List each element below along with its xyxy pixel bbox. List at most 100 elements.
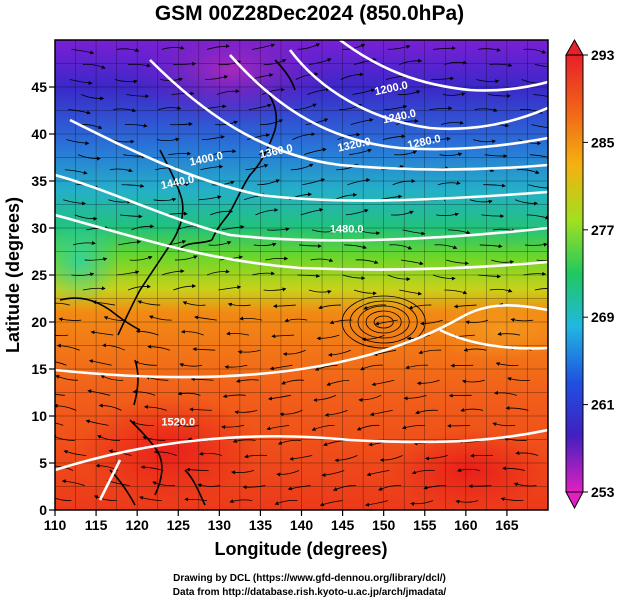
wind-streamline — [185, 467, 209, 472]
wind-streamline — [148, 315, 172, 321]
wind-streamline — [124, 123, 148, 128]
wind-streamline — [257, 179, 280, 186]
wind-streamline — [397, 90, 421, 96]
wind-streamline — [237, 349, 261, 355]
wind-streamline — [529, 154, 548, 158]
y-axis-ticks: 0 5 10 15 20 25 30 35 40 45 — [31, 79, 55, 518]
wind-streamline — [119, 214, 143, 219]
wind-streamline — [55, 422, 64, 426]
colorbar-bottom-arrow — [565, 491, 584, 510]
wind-streamline — [526, 214, 548, 220]
wind-streamline — [300, 207, 324, 216]
wind-streamline — [305, 118, 329, 125]
x-tick-label: 135 — [249, 517, 273, 533]
wind-streamline — [516, 169, 540, 174]
wind-streamline — [382, 134, 406, 141]
wind-streamline — [489, 288, 513, 293]
wind-streamline — [401, 424, 425, 430]
wind-streamline — [182, 301, 206, 306]
wind-streamline — [453, 304, 477, 309]
height-contours — [55, 40, 548, 501]
wind-streamline — [232, 439, 256, 443]
wind-streamline — [399, 58, 423, 65]
x-tick-label: 110 — [44, 517, 67, 533]
wind-streamline — [55, 375, 79, 381]
wind-streamline — [489, 63, 513, 68]
wind-streamline — [261, 87, 285, 95]
wind-streamline — [158, 106, 182, 110]
wind-streamline — [71, 49, 95, 55]
wind-streamline — [513, 482, 537, 487]
wind-streamline — [308, 58, 332, 65]
wind-streamline — [252, 271, 275, 276]
contour-label: 1520.0 — [161, 416, 195, 428]
wind-streamline — [98, 403, 122, 411]
wind-streamline — [436, 212, 460, 217]
wind-streamline — [470, 453, 493, 458]
wind-streamline — [109, 168, 133, 173]
wind-streamline — [222, 394, 246, 398]
wind-streamline — [455, 499, 479, 504]
wind-streamline — [176, 423, 199, 428]
wind-streamline — [69, 79, 93, 85]
wind-streamline — [307, 87, 331, 95]
wind-streamline — [170, 122, 193, 127]
wind-streamline — [161, 45, 185, 50]
wind-streamline — [184, 497, 208, 502]
wind-streamline — [272, 304, 296, 309]
wind-streamline — [444, 60, 468, 65]
wind-streamline — [279, 409, 303, 417]
wind-streamline — [387, 274, 411, 282]
wind-streamline — [208, 241, 232, 246]
wind-streamline — [147, 344, 171, 351]
wind-streamline — [492, 422, 516, 427]
x-tick-label: 125 — [167, 517, 191, 533]
wind-streamline — [352, 88, 376, 95]
wind-streamline — [442, 92, 466, 97]
x-axis-title: Longitude (degrees) — [214, 539, 387, 559]
wind-streamline — [318, 304, 341, 310]
wind-streamline — [428, 136, 451, 141]
colorbar-tick-label: 293 — [591, 47, 615, 63]
wind-streamline — [344, 244, 367, 250]
wind-streamline — [303, 147, 327, 156]
wind-streamline — [424, 455, 448, 461]
wind-streamline — [350, 118, 374, 125]
wind-streamline — [523, 48, 547, 54]
wind-streamline — [483, 183, 506, 188]
wind-streamline — [358, 394, 382, 403]
wind-streamline — [337, 132, 361, 141]
wind-streamline — [502, 466, 526, 471]
wind-streamline — [153, 197, 177, 202]
wind-streamline — [468, 484, 492, 489]
wind-streamline — [85, 419, 109, 426]
wind-streamline — [189, 407, 212, 412]
wind-streamline — [244, 454, 268, 459]
y-tick-label: 35 — [31, 173, 47, 189]
wind-streamline — [505, 405, 529, 411]
colorbar-tick-label: 277 — [591, 222, 615, 238]
wind-streamline — [500, 497, 524, 502]
y-tick-label: 5 — [39, 455, 47, 471]
coastlines — [59, 59, 296, 506]
wind-streamline — [510, 318, 534, 323]
wind-streamline — [81, 94, 105, 101]
wind-streamline — [202, 135, 225, 141]
wind-streamline — [55, 403, 77, 411]
wind-streamline — [128, 63, 151, 68]
colorbar: 293 285 277 269 261 253 — [565, 38, 615, 510]
wind-streamline — [389, 244, 413, 250]
wind-streamline — [295, 72, 319, 80]
wind-streamline — [152, 481, 175, 487]
wind-streamline — [290, 163, 314, 171]
wind-streamline — [129, 256, 153, 261]
y-tick-label: 25 — [31, 267, 47, 283]
wind-streamline — [369, 409, 393, 417]
wind-streamline — [63, 199, 87, 206]
x-tick-label: 115 — [85, 517, 108, 533]
wind-streamline — [284, 318, 308, 323]
wind-streamline — [524, 242, 548, 247]
wind-streamline — [55, 393, 65, 396]
wind-streamline — [134, 360, 157, 366]
wind-streamline — [218, 285, 242, 291]
